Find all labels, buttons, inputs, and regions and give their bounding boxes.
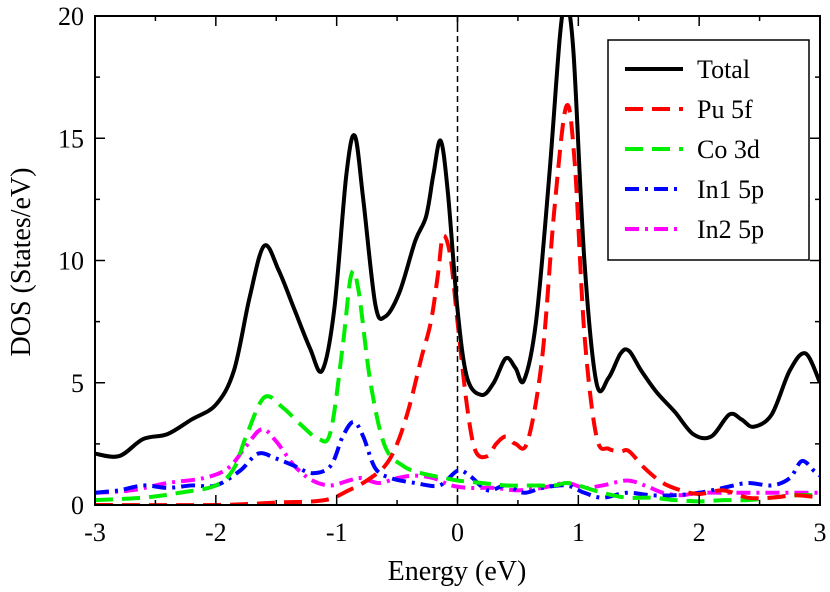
y-tick-label: 0 bbox=[71, 491, 84, 520]
legend-label-in2-5p: In2 5p bbox=[697, 215, 764, 244]
x-tick-label: 1 bbox=[572, 518, 585, 547]
y-axis-title: DOS (States/eV) bbox=[6, 168, 37, 357]
x-tick-label: -2 bbox=[205, 518, 227, 547]
series-line-pu-5f bbox=[95, 102, 820, 505]
x-tick-label: 0 bbox=[451, 518, 464, 547]
x-tick-label: 2 bbox=[693, 518, 706, 547]
series-line-co-3d bbox=[95, 268, 820, 504]
legend: Total Pu 5f Co 3d In1 5p In2 5p bbox=[607, 39, 810, 261]
y-tick-label: 10 bbox=[58, 247, 84, 276]
legend-label-co-3d: Co 3d bbox=[697, 135, 760, 164]
series-line-total bbox=[95, 16, 820, 459]
x-tick-label: 3 bbox=[814, 518, 827, 547]
legend-label-in1-5p: In1 5p bbox=[697, 175, 764, 204]
legend-label-pu-5f: Pu 5f bbox=[697, 95, 753, 124]
y-tick-label: 5 bbox=[71, 369, 84, 398]
y-tick-label: 15 bbox=[58, 124, 84, 153]
x-axis-title: Energy (eV) bbox=[388, 556, 527, 587]
series-line-in1-5p bbox=[95, 419, 820, 500]
legend-label-total: Total bbox=[697, 55, 750, 84]
x-tick-label: -3 bbox=[84, 518, 106, 547]
y-tick-label: 20 bbox=[58, 2, 84, 31]
x-tick-label: -1 bbox=[326, 518, 348, 547]
